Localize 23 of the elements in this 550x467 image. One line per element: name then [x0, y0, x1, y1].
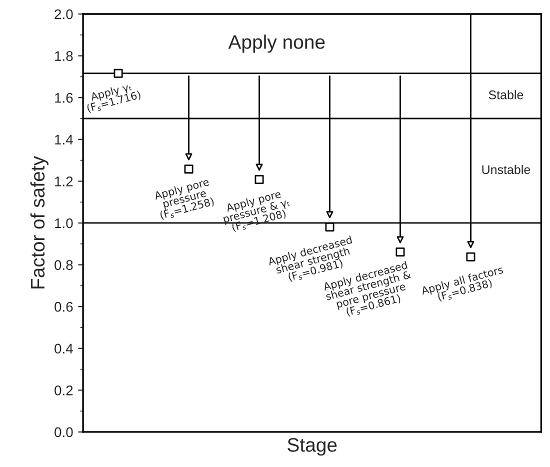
y-tick-label: 1.6 [55, 92, 73, 103]
x-axis-title: Stage [288, 438, 337, 456]
y-tick-label: 0.8 [54, 260, 73, 270]
y-tick-label: 0.6 [54, 302, 73, 312]
point [254, 175, 264, 184]
y-tick-label: 0.4 [54, 344, 73, 354]
y-tick-label: 1.0 [55, 218, 73, 228]
point [114, 68, 123, 78]
y-tick-label: 1.8 [55, 51, 73, 61]
y-tick-label: 1.2 [55, 176, 73, 186]
annotation: Apply all factors (F$_{s}$=0.838) [420, 265, 504, 302]
annotation: Apply γₜ (F$_{s}$=1.716) [86, 82, 142, 114]
y-tick-label: 1.4 [55, 134, 73, 144]
y-tick-label: 2.0 [54, 9, 73, 20]
point [396, 248, 405, 257]
annotation: Stable [488, 90, 524, 100]
y-axis-title: Factor of safety [30, 156, 48, 288]
ref-line-label: Apply none [228, 34, 325, 53]
point [466, 252, 476, 262]
y-tick-label: 0.2 [54, 386, 73, 396]
y-tick-label: 0.0 [54, 427, 73, 438]
annotation: Unstable [482, 164, 530, 174]
point [184, 164, 194, 174]
